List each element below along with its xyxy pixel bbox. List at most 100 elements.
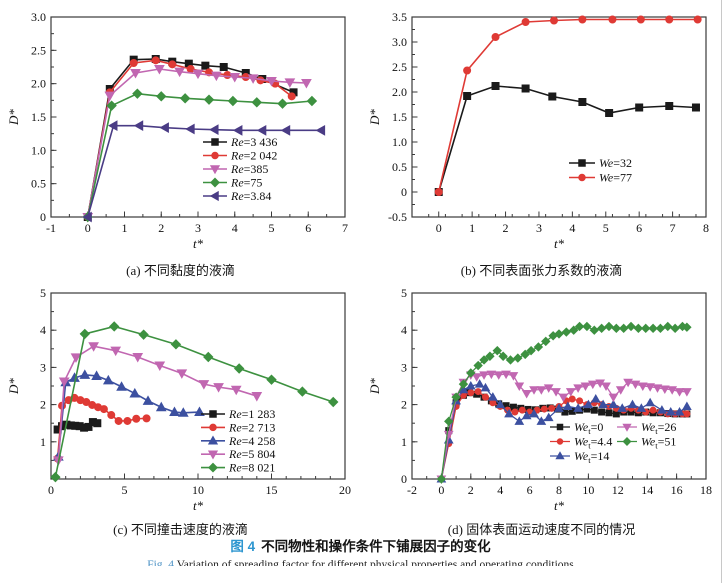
- svg-text:1.5: 1.5: [392, 110, 407, 124]
- svg-text:1: 1: [401, 435, 407, 449]
- svg-text:-1: -1: [46, 221, 56, 235]
- svg-text:1.5: 1.5: [31, 110, 46, 124]
- svg-text:6: 6: [305, 221, 311, 235]
- panel-d: -2 0 2 4 6 8 10 12 14 16 18 0 1 2 3 4 5 t* D* Wet=0 Wet=4.4 W…: [361, 283, 721, 537]
- svg-text:D*: D*: [367, 109, 382, 126]
- svg-text:We=32: We=32: [599, 156, 632, 170]
- svg-text:Wet=26: Wet=26: [641, 420, 676, 436]
- svg-text:Re=3 436: Re=3 436: [230, 135, 277, 149]
- panel-c-caption: (c) 不同撞击速度的液滴: [113, 522, 248, 537]
- svg-text:Re=8 021: Re=8 021: [228, 461, 275, 475]
- panel-a: -1 0 1 2 3 4 5 6 7 0 0.5 1.0 1.5 2.0 2.5 3.0 t* D* Re=3 43…: [0, 5, 361, 283]
- svg-text:3: 3: [401, 360, 407, 374]
- svg-text:t*: t*: [553, 236, 564, 251]
- svg-text:2.5: 2.5: [31, 43, 46, 57]
- svg-text:4: 4: [497, 483, 503, 497]
- svg-text:t*: t*: [192, 236, 203, 251]
- svg-text:1.0: 1.0: [31, 143, 46, 157]
- svg-text:14: 14: [641, 483, 653, 497]
- svg-text:15: 15: [265, 483, 277, 497]
- svg-text:Re=5 804: Re=5 804: [228, 447, 275, 461]
- svg-text:2: 2: [40, 398, 46, 412]
- svg-text:3: 3: [535, 221, 541, 235]
- svg-text:1: 1: [469, 221, 475, 235]
- figure-caption-english-text: Variation of spreading factor for differ…: [176, 559, 574, 566]
- svg-text:2: 2: [467, 483, 473, 497]
- svg-text:5: 5: [121, 483, 127, 497]
- svg-text:4: 4: [401, 323, 407, 337]
- svg-text:7: 7: [669, 221, 675, 235]
- figure-caption-english-clipped: Fig. 4 Variation of spreading factor for…: [0, 558, 721, 566]
- svg-text:0: 0: [48, 483, 54, 497]
- svg-text:Re=3.84: Re=3.84: [230, 189, 271, 203]
- panel-b-caption: (b) 不同表面张力系数的液滴: [460, 263, 623, 278]
- chart-d-surface-motion: -2 0 2 4 6 8 10 12 14 16 18012345t*D*Wet=0Wet=4.4W…: [367, 286, 712, 513]
- svg-text:Wet=51: Wet=51: [641, 435, 676, 451]
- svg-text:0: 0: [84, 221, 90, 235]
- svg-text:5: 5: [401, 286, 407, 300]
- svg-text:16: 16: [670, 483, 682, 497]
- svg-text:2: 2: [401, 398, 407, 412]
- svg-text:7: 7: [342, 221, 348, 235]
- svg-text:1.0: 1.0: [392, 135, 407, 149]
- svg-text:5: 5: [268, 221, 274, 235]
- svg-text:20: 20: [339, 483, 351, 497]
- svg-text:8: 8: [556, 483, 562, 497]
- svg-text:Re=75: Re=75: [230, 176, 262, 190]
- svg-text:0: 0: [435, 221, 441, 235]
- figure-caption-label: 图 4: [230, 539, 256, 554]
- svg-text:We=77: We=77: [599, 171, 632, 185]
- svg-text:5: 5: [40, 286, 46, 300]
- svg-text:D*: D*: [6, 378, 21, 395]
- svg-text:0: 0: [401, 472, 407, 486]
- svg-text:0.5: 0.5: [392, 160, 407, 174]
- svg-text:Re=1 283: Re=1 283: [228, 407, 275, 421]
- svg-text:4: 4: [569, 221, 575, 235]
- figure-caption-text: 不同物性和操作条件下铺展因子的变化: [261, 539, 491, 554]
- svg-text:Re=385: Re=385: [230, 162, 268, 176]
- svg-text:8: 8: [703, 221, 709, 235]
- svg-text:Wet=0: Wet=0: [574, 420, 603, 436]
- panel-b: 0 1 2 3 4 5 6 7 8 -0.5 0 0.5 1.0 1.5 2.0 2.5 3.0 3.5 t* D* W…: [361, 5, 721, 283]
- svg-text:-2: -2: [407, 483, 417, 497]
- svg-text:3.0: 3.0: [31, 10, 46, 24]
- svg-text:Re=4 258: Re=4 258: [228, 434, 275, 448]
- panel-c: 0 5 10 15 20 1 2 3 4 5 t* D* Re=1 283 Re=2 713 Re=4 25…: [0, 283, 361, 537]
- chart-b-surface-tension: 0 1 2 3 4 5 6 7 8 -0.5 0 0.5 1.0 1.5 2.0 2.5 3.0 3.5 t* D* W…: [367, 10, 709, 251]
- svg-text:Wet=14: Wet=14: [574, 449, 609, 465]
- svg-text:4: 4: [40, 323, 46, 337]
- svg-text:0.5: 0.5: [31, 177, 46, 191]
- svg-text:2.0: 2.0: [392, 85, 407, 99]
- svg-text:3.5: 3.5: [392, 10, 407, 24]
- svg-text:3: 3: [195, 221, 201, 235]
- panel-d-caption: (d) 固体表面运动速度不同的情况: [447, 522, 636, 537]
- svg-text:0: 0: [438, 483, 444, 497]
- svg-text:t*: t*: [192, 498, 203, 513]
- svg-text:Re=2 042: Re=2 042: [230, 149, 277, 163]
- svg-text:3: 3: [40, 360, 46, 374]
- figure-caption: 图 4 不同物性和操作条件下铺展因子的变化: [0, 538, 721, 555]
- chart-a-viscosity: -1 0 1 2 3 4 5 6 700.51.01.52.02.53.0t*D*Re=3 43…: [6, 10, 348, 251]
- svg-text:10: 10: [582, 483, 594, 497]
- svg-text:D*: D*: [367, 378, 382, 395]
- svg-text:-0.5: -0.5: [388, 210, 407, 224]
- panel-a-caption: (a) 不同黏度的液滴: [126, 263, 235, 278]
- svg-text:0: 0: [40, 210, 46, 224]
- svg-text:2.5: 2.5: [392, 60, 407, 74]
- svg-text:18: 18: [700, 483, 712, 497]
- svg-text:6: 6: [526, 483, 532, 497]
- charts-grid: -1 0 1 2 3 4 5 6 7 0 0.5 1.0 1.5 2.0 2.5 3.0 t* D* Re=3 43…: [0, 5, 721, 537]
- svg-text:0: 0: [401, 185, 407, 199]
- svg-text:Re=2 713: Re=2 713: [228, 420, 275, 434]
- svg-text:12: 12: [611, 483, 623, 497]
- svg-text:t*: t*: [553, 498, 564, 513]
- svg-text:1: 1: [40, 435, 46, 449]
- svg-text:1: 1: [121, 221, 127, 235]
- svg-text:2.0: 2.0: [31, 77, 46, 91]
- svg-text:2: 2: [502, 221, 508, 235]
- svg-text:5: 5: [602, 221, 608, 235]
- svg-text:6: 6: [636, 221, 642, 235]
- svg-text:10: 10: [192, 483, 204, 497]
